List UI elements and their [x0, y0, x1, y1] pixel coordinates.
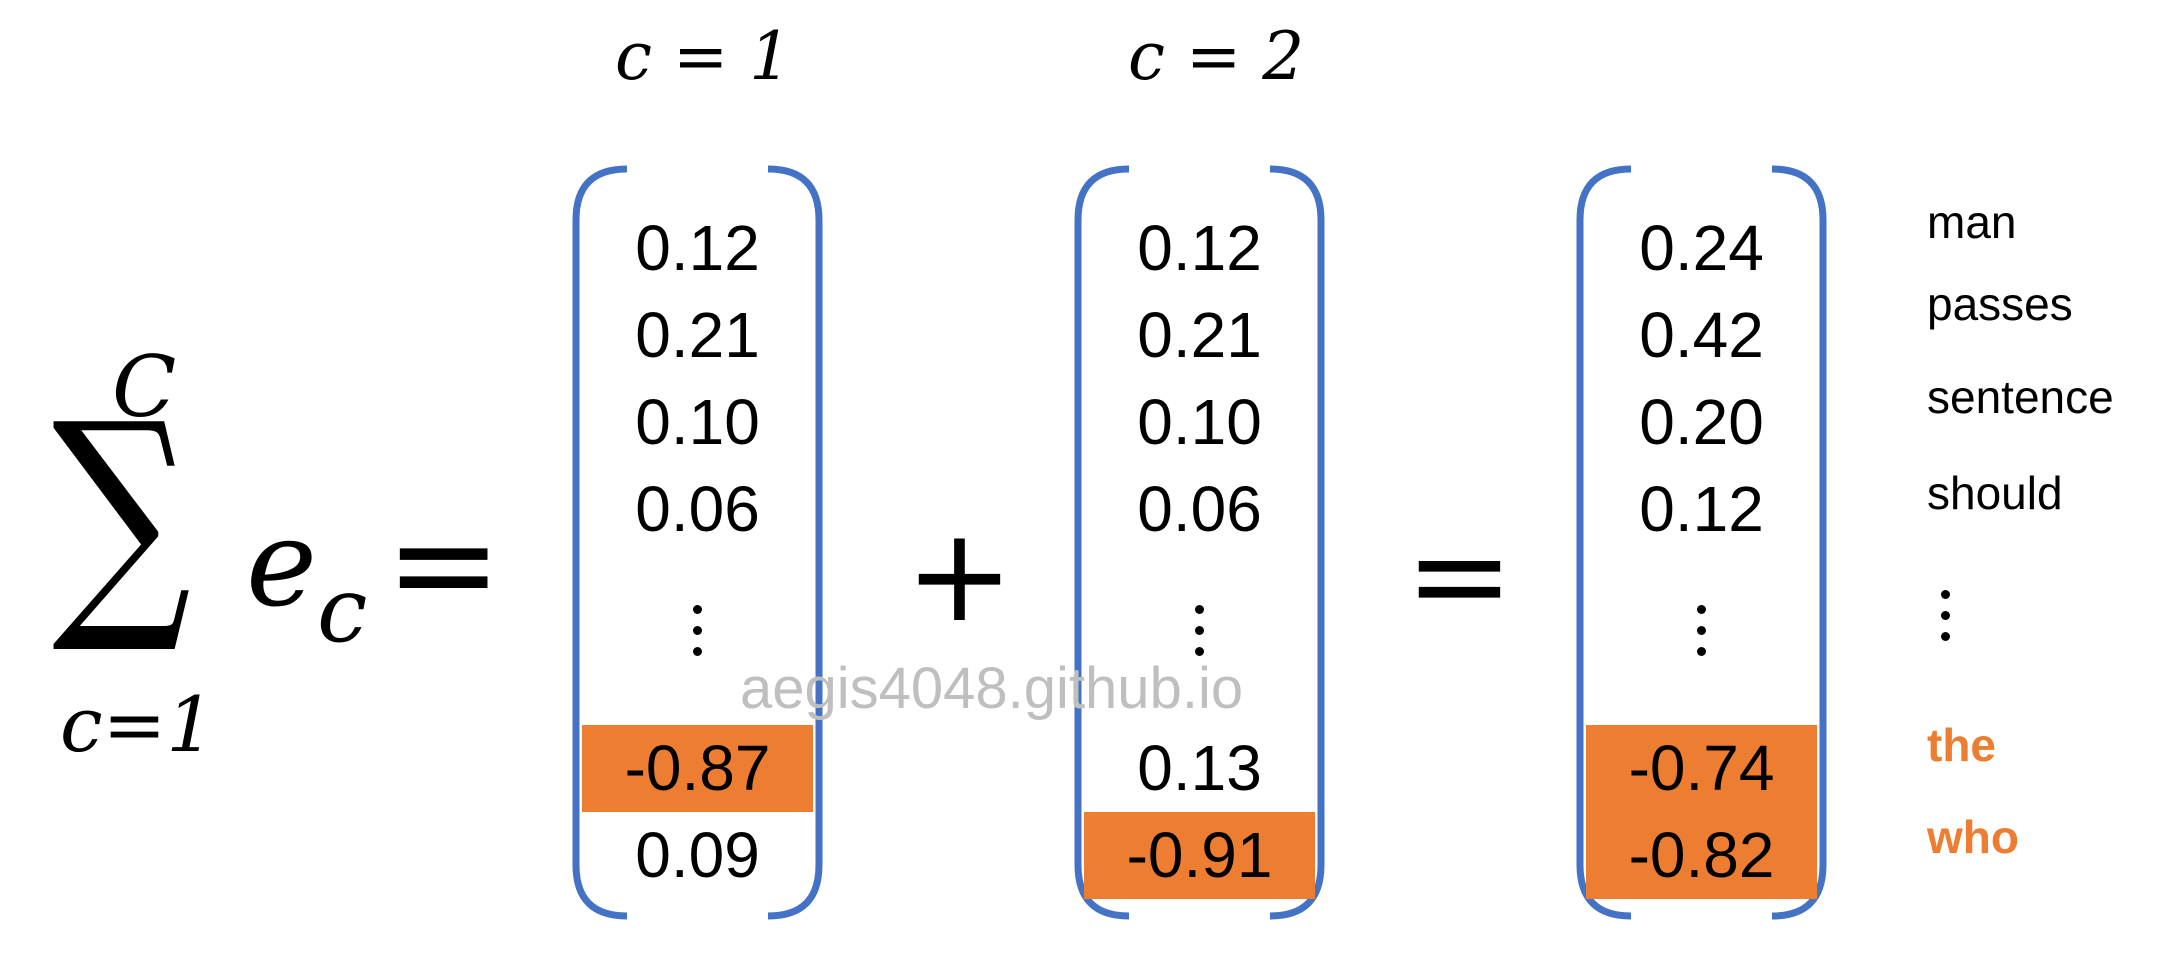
- vector-value: 0.21: [635, 299, 760, 371]
- vector-value: 0.10: [1137, 386, 1262, 458]
- word-label: passes: [1927, 278, 2073, 330]
- vector-value: 0.24: [1639, 212, 1764, 284]
- vector-value: 0.09: [635, 819, 760, 891]
- vector-value: 0.06: [635, 473, 760, 545]
- vector-ellipsis: [572, 605, 823, 668]
- vector-value: 0.12: [635, 212, 760, 284]
- vector-1-brackets: [572, 165, 823, 920]
- vector-sum: 0.24 0.42 0.20 0.12 -0.74 -0.82: [1576, 165, 1827, 920]
- vector-value-highlighted: -0.87: [582, 725, 813, 812]
- watermark: aegis4048.github.io: [740, 656, 1244, 721]
- vector-value-highlighted: -0.74: [1586, 725, 1817, 812]
- vector-sum-brackets: [1576, 165, 1827, 920]
- vector-value-highlighted: -0.82: [1586, 812, 1817, 899]
- sum-term-subscript: c: [317, 558, 368, 663]
- sum-term-base: e: [246, 495, 318, 634]
- sum-equals: =: [385, 483, 503, 646]
- vector-value: 0.12: [1639, 473, 1764, 545]
- vector-2: 0.12 0.21 0.10 0.06 0.13 -0.91: [1074, 165, 1325, 920]
- vector-value: 0.42: [1639, 299, 1764, 371]
- vector-value: 0.12: [1137, 212, 1262, 284]
- word-label-highlighted: the: [1927, 719, 1996, 771]
- vector-value: 0.21: [1137, 299, 1262, 371]
- vector-value: 0.13: [1137, 732, 1262, 804]
- vector-value: 0.10: [635, 386, 760, 458]
- plus-operator: +: [905, 499, 1014, 651]
- vector-2-brackets: [1074, 165, 1325, 920]
- word-label-highlighted: who: [1927, 811, 2019, 863]
- word-label: sentence: [1927, 371, 2114, 423]
- vector-value: 0.20: [1639, 386, 1764, 458]
- vector-2-header: c = 2: [1128, 18, 1305, 95]
- sum-symbol: ∑: [52, 369, 192, 660]
- vector-ellipsis: [1576, 605, 1827, 668]
- sum-upper-limit: C: [112, 338, 177, 436]
- words-ellipsis: [1820, 590, 2071, 653]
- vector-1-header: c = 1: [615, 18, 792, 95]
- vector-1: 0.12 0.21 0.10 0.06 -0.87 0.09: [572, 165, 823, 920]
- word-label: should: [1927, 467, 2063, 519]
- sum-lower-limit: c=1: [60, 680, 215, 769]
- word-label: man: [1927, 196, 2017, 248]
- vector-value: 0.06: [1137, 473, 1262, 545]
- equals-operator: =: [1405, 499, 1514, 651]
- sum-term: ec: [246, 495, 367, 663]
- vector-value-highlighted: -0.91: [1084, 812, 1315, 899]
- vector-ellipsis: [1074, 605, 1325, 668]
